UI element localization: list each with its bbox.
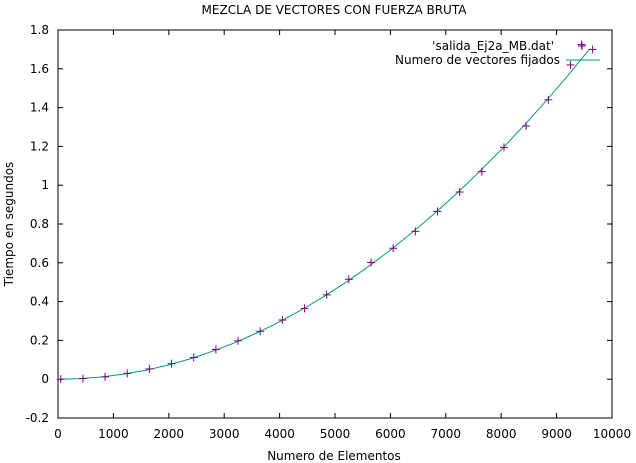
legend-label-curve: Numero de vectores fijados [395, 53, 560, 67]
data-point [234, 336, 243, 345]
x-tick-label: 7000 [431, 427, 462, 441]
x-tick-label: 9000 [541, 427, 572, 441]
y-tick-label: 1.2 [30, 139, 49, 153]
data-point [344, 275, 353, 284]
data-point [455, 187, 464, 196]
x-tick-label: 5000 [320, 427, 351, 441]
x-tick-label: 10000 [593, 427, 631, 441]
data-point [367, 258, 376, 267]
data-point [588, 45, 597, 54]
data-point [278, 316, 287, 325]
y-tick-label: 0 [41, 372, 49, 386]
chart-title: MEZCLA DE VECTORES CON FUERZA BRUTA [202, 3, 468, 17]
x-tick-label: 2000 [154, 427, 185, 441]
data-point [566, 60, 575, 69]
x-tick-label: 1000 [98, 427, 129, 441]
data-point [211, 345, 220, 354]
data-point [78, 374, 87, 383]
series-curves [57, 48, 591, 380]
legend: 'salida_Ej2a_MB.dat' Numero de vectores … [395, 39, 600, 67]
y-tick-label: 0.2 [30, 333, 49, 347]
y-tick-label: 1.4 [30, 101, 49, 115]
y-tick-label: 1.6 [30, 62, 49, 76]
x-tick-label: 6000 [375, 427, 406, 441]
data-point [123, 369, 132, 378]
data-point [477, 167, 486, 176]
data-point [322, 290, 331, 299]
x-axis-ticks: 0 1000 2000 3000 4000 5000 6000 7000 8000 9000 100… [54, 30, 631, 441]
y-tick-label: -0.2 [26, 411, 49, 425]
x-tick-label: 0 [54, 427, 62, 441]
y-tick-label: 0.4 [30, 295, 49, 309]
y-tick-label: 1.8 [30, 23, 49, 37]
legend-sample-points [578, 42, 586, 50]
data-point [300, 304, 309, 313]
data-point [56, 375, 65, 384]
y-tick-label: 0.6 [30, 256, 49, 270]
data-point [411, 227, 420, 236]
series-points [56, 40, 597, 384]
data-point [433, 207, 442, 216]
y-tick-label: 0.8 [30, 217, 49, 231]
x-tick-label: 4000 [264, 427, 295, 441]
x-tick-label: 8000 [486, 427, 517, 441]
x-tick-label: 3000 [209, 427, 240, 441]
legend-label-points: 'salida_Ej2a_MB.dat' [432, 39, 554, 53]
series-curve-1 [57, 48, 591, 380]
data-point [389, 244, 398, 253]
y-axis-ticks: -0.2 0 0.2 0.4 0.6 0.8 1 1.2 1.4 1.6 1.8 [26, 23, 612, 425]
y-axis-label: Tiempo en segundos [2, 162, 16, 288]
x-axis-label: Numero de Elementos [267, 449, 401, 463]
data-point [145, 364, 154, 373]
data-point [522, 122, 531, 131]
data-point [256, 327, 265, 336]
data-point [167, 359, 176, 368]
y-tick-label: 1 [41, 178, 49, 192]
data-point [544, 95, 553, 104]
data-point [189, 353, 198, 362]
data-point [101, 372, 110, 381]
data-point [499, 143, 508, 152]
